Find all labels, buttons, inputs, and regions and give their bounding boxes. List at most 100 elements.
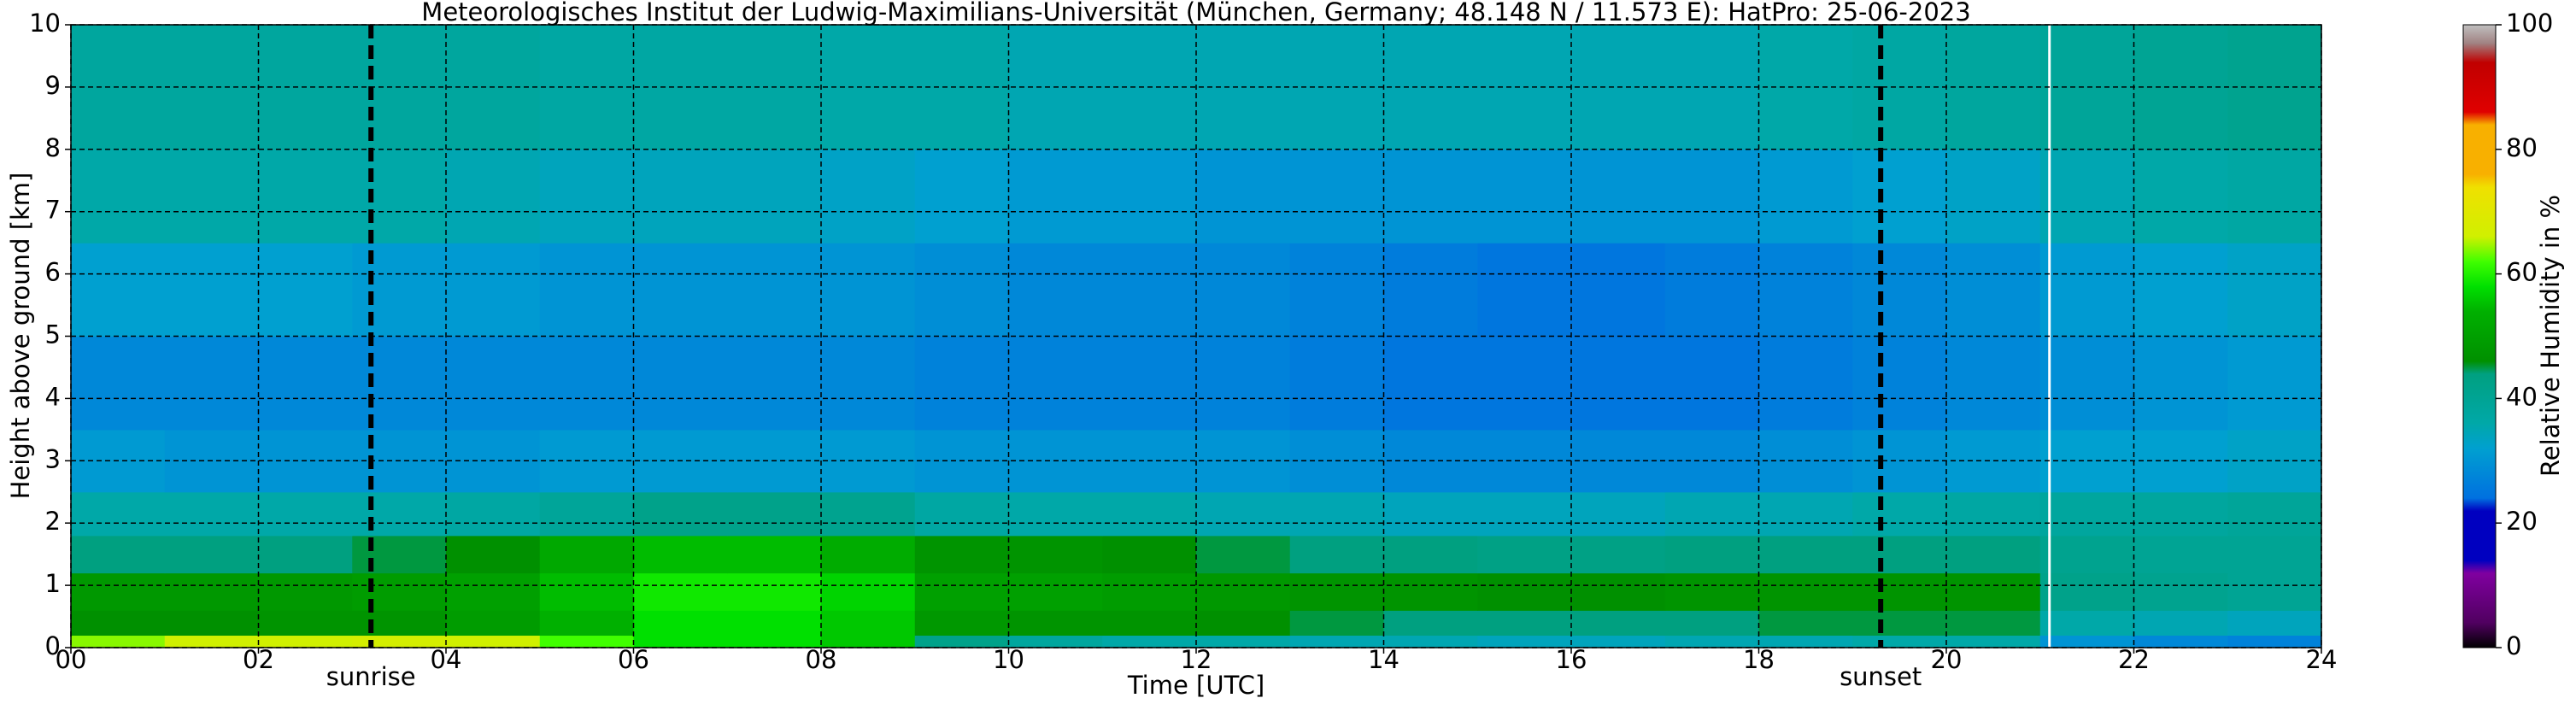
- heatmap-cell: [1196, 149, 1291, 243]
- y-axis-label: Height above ground [km]: [6, 173, 35, 500]
- heatmap-cell: [539, 635, 635, 648]
- y-tick-label: 8: [45, 133, 61, 162]
- heatmap-cell: [1477, 635, 1572, 648]
- heatmap-cell: [539, 336, 635, 431]
- heatmap-cell: [1102, 635, 1197, 648]
- x-tick-label: 24: [2306, 645, 2338, 674]
- heatmap-cell: [1946, 572, 2041, 611]
- x-tick-label: 04: [431, 645, 462, 674]
- heatmap-cell: [539, 535, 635, 574]
- heatmap-cell: [2039, 535, 2135, 574]
- heatmap-cell: [352, 610, 447, 637]
- heatmap-cell: [2133, 243, 2228, 337]
- heatmap-cell: [71, 149, 166, 243]
- colorbar-frame: [2462, 24, 2497, 648]
- heatmap-cell: [1946, 491, 2041, 537]
- colorbar-segment: [2463, 186, 2496, 238]
- heatmap-cell: [1664, 610, 1760, 637]
- heatmap-cell: [821, 535, 916, 574]
- heatmap-cell: [2227, 491, 2322, 537]
- heatmap-cell: [1664, 535, 1760, 574]
- heatmap-cell: [1946, 535, 2041, 574]
- heatmap-cell: [2133, 572, 2228, 611]
- heatmap-cell: [539, 610, 635, 637]
- heatmap-cell: [258, 635, 353, 648]
- heatmap-cell: [914, 610, 1010, 637]
- heatmap-cell: [1008, 491, 1103, 537]
- colorbar-segment: [2463, 622, 2496, 648]
- heatmap-cell: [914, 336, 1010, 431]
- heatmap-cell: [1196, 610, 1291, 637]
- x-tick-label: 06: [618, 645, 649, 674]
- heatmap-cell: [1008, 149, 1103, 243]
- colorbar-segment: [2463, 261, 2496, 287]
- heatmap-cell: [821, 610, 916, 637]
- heatmap-cell: [446, 635, 541, 648]
- colorbar-segment: [2463, 572, 2496, 624]
- heatmap-cell: [2039, 336, 2135, 431]
- heatmap-cell: [71, 572, 166, 611]
- heatmap-cell: [914, 572, 1010, 611]
- heatmap-cell: [1102, 491, 1197, 537]
- heatmap-cell: [633, 572, 728, 611]
- colorbar-segment: [2463, 510, 2496, 561]
- annotation-label: sunset: [1840, 662, 1922, 691]
- heatmap-cell: [1383, 572, 1478, 611]
- heatmap-cell: [1477, 491, 1572, 537]
- heatmap-cell: [352, 243, 447, 337]
- heatmap-cell: [1852, 572, 1947, 611]
- heatmap-cell: [1758, 572, 1853, 611]
- heatmap-cell: [258, 610, 353, 637]
- heatmap-cell: [1102, 572, 1197, 611]
- x-tick-label: 16: [1556, 645, 1587, 674]
- heatmap-cell: [727, 491, 822, 537]
- heatmap-cell: [1008, 610, 1103, 637]
- colorbar-segment: [2463, 25, 2496, 44]
- heatmap-cell: [352, 149, 447, 243]
- heatmap-cell: [1383, 149, 1478, 243]
- heatmap-cell: [446, 336, 541, 431]
- x-tick-label: 10: [993, 645, 1024, 674]
- heatmap-cell: [727, 610, 822, 637]
- heatmap-cell: [1571, 149, 1666, 243]
- heatmap-cell: [164, 535, 260, 574]
- heatmap-cell: [1477, 336, 1572, 431]
- y-tick-label: 9: [45, 71, 61, 100]
- heatmap-cell: [727, 572, 822, 611]
- y-tick-label: 10: [29, 9, 61, 38]
- heatmap-cell: [1571, 635, 1666, 648]
- heatmap-cell: [1477, 243, 1572, 337]
- heatmap-cell: [1289, 635, 1385, 648]
- heatmap-cell: [1477, 572, 1572, 611]
- heatmap-cell: [71, 610, 166, 637]
- heatmap-cell: [71, 635, 166, 648]
- heatmap-cell: [2227, 572, 2322, 611]
- annotation-label: sunrise: [326, 662, 416, 691]
- heatmap-cell: [539, 572, 635, 611]
- y-tick-label: 0: [45, 631, 61, 660]
- colorbar-segment: [2463, 173, 2496, 188]
- heatmap-cell: [258, 336, 353, 431]
- y-tick-label: 2: [45, 507, 61, 536]
- heatmap-cell: [1477, 610, 1572, 637]
- heatmap: [71, 25, 2322, 648]
- heatmap-cell: [164, 610, 260, 637]
- heatmap-cell: [1289, 535, 1385, 574]
- x-tick-label: 02: [243, 645, 274, 674]
- heatmap-cell: [1477, 149, 1572, 243]
- colorbar-segment: [2463, 43, 2496, 63]
- colorbar-tick-label: 40: [2506, 382, 2538, 411]
- x-tick-label: 20: [1931, 645, 1963, 674]
- heatmap-cell: [2039, 243, 2135, 337]
- colorbar-segment: [2463, 124, 2496, 175]
- heatmap-cell: [1571, 336, 1666, 431]
- colorbar-segment: [2463, 62, 2496, 113]
- overlay: [65, 24, 2322, 654]
- heatmap-cell: [539, 149, 635, 243]
- heatmap-cell: [164, 243, 260, 337]
- heatmap-cell: [446, 243, 541, 337]
- heatmap-cell: [164, 635, 260, 648]
- heatmap-cell: [2227, 635, 2322, 648]
- heatmap-cell: [633, 610, 728, 637]
- heatmap-cell: [1289, 572, 1385, 611]
